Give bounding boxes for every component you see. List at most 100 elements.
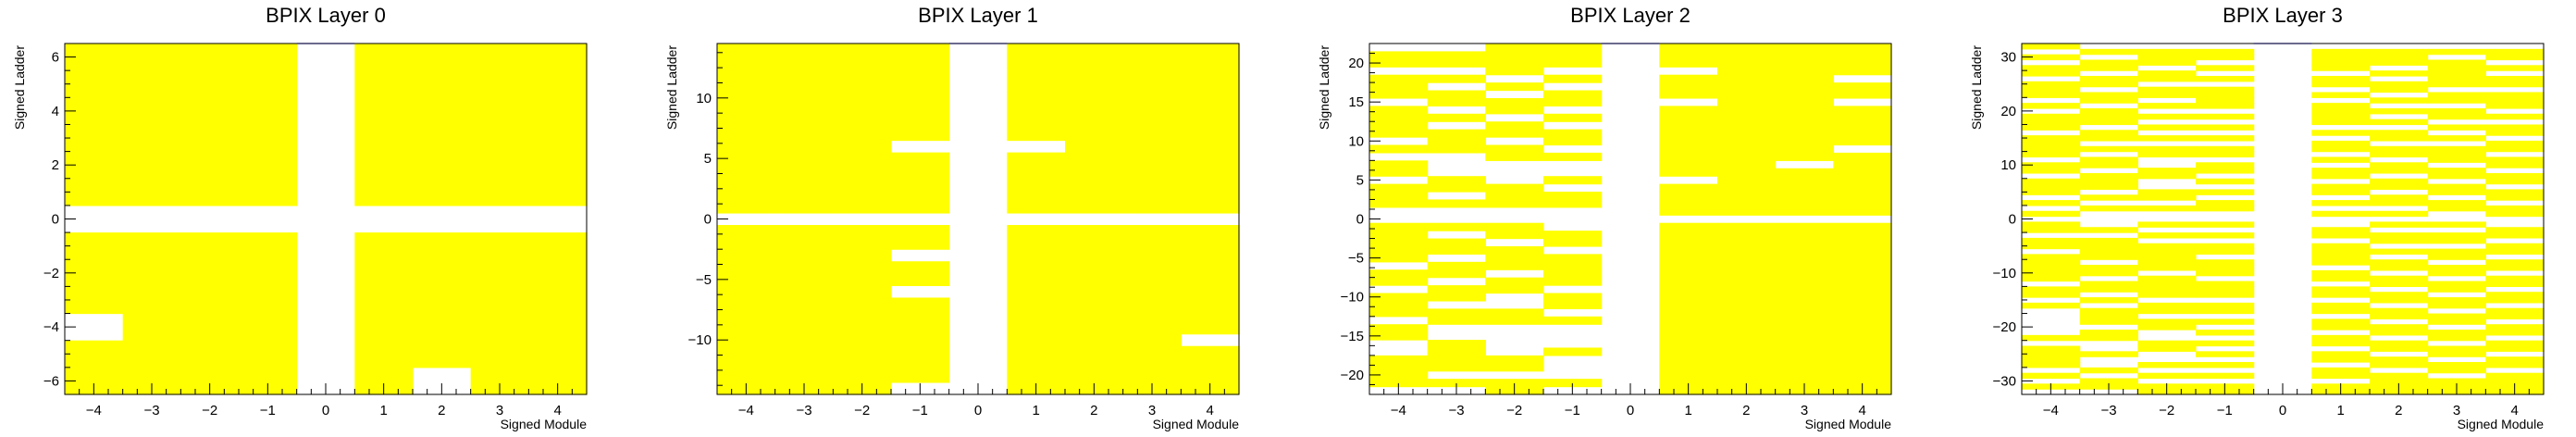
heatmap-cell bbox=[354, 178, 414, 206]
heatmap-cell bbox=[1181, 285, 1240, 299]
x-tick-label: −3 bbox=[143, 403, 159, 418]
heatmap-cell bbox=[717, 297, 776, 311]
heatmap-cell bbox=[891, 116, 950, 130]
heatmap-cell bbox=[2022, 254, 2081, 260]
heatmap-cell bbox=[1833, 245, 1892, 255]
heatmap-cell bbox=[65, 70, 124, 98]
heatmap-cell bbox=[1543, 51, 1603, 60]
heatmap-cell bbox=[2311, 227, 2371, 233]
heatmap-cell bbox=[2427, 351, 2486, 357]
heatmap-cell bbox=[1659, 340, 1718, 349]
heatmap-cell bbox=[1181, 176, 1240, 190]
heatmap-cell bbox=[717, 116, 776, 130]
heatmap-cell bbox=[528, 70, 588, 98]
heatmap-cell bbox=[717, 369, 776, 383]
heatmap-cell bbox=[1543, 316, 1603, 325]
heatmap-cell bbox=[717, 357, 776, 371]
heatmap-cell bbox=[1659, 58, 1718, 68]
heatmap-cell bbox=[1717, 324, 1777, 333]
heatmap-cell bbox=[774, 297, 834, 311]
heatmap-cell bbox=[1007, 309, 1066, 323]
heatmap-cell bbox=[2311, 275, 2371, 282]
heatmap-cell bbox=[122, 151, 181, 180]
heatmap-cell bbox=[2137, 232, 2197, 239]
heatmap-cell bbox=[774, 80, 834, 93]
heatmap-cell bbox=[833, 128, 892, 142]
heatmap-cell bbox=[2137, 340, 2197, 347]
heatmap-cell bbox=[2370, 324, 2429, 331]
heatmap-cell bbox=[717, 345, 776, 359]
heatmap-cell bbox=[1833, 176, 1892, 185]
heatmap-cell bbox=[2079, 265, 2138, 271]
heatmap-cell bbox=[1833, 222, 1892, 231]
y-tick-label: 0 bbox=[52, 212, 59, 228]
heatmap-cell bbox=[833, 261, 892, 274]
heatmap-cell bbox=[1717, 222, 1777, 231]
heatmap-cell bbox=[2311, 254, 2371, 260]
heatmap-cell bbox=[1717, 168, 1777, 177]
heatmap-cell bbox=[2079, 227, 2138, 233]
heatmap-cell bbox=[2137, 86, 2197, 94]
heatmap-cell bbox=[413, 124, 472, 153]
y-tick-label: −10 bbox=[688, 332, 712, 348]
heatmap-cell bbox=[2022, 189, 2081, 195]
heatmap-cell bbox=[1485, 277, 1544, 286]
heatmap-cell bbox=[2137, 265, 2197, 271]
heatmap-cell bbox=[1833, 277, 1892, 286]
heatmap-cell bbox=[774, 56, 834, 69]
x-tick-label: 4 bbox=[2510, 403, 2518, 418]
heatmap-cell bbox=[1065, 200, 1124, 214]
heatmap-cell bbox=[1369, 51, 1429, 60]
heatmap-cell bbox=[1065, 56, 1124, 69]
heatmap-cell bbox=[2485, 265, 2545, 271]
heatmap-cell bbox=[2485, 205, 2545, 212]
heatmap-cell bbox=[354, 340, 414, 368]
heatmap-cell bbox=[1122, 128, 1182, 142]
y-tick-label: 20 bbox=[2000, 104, 2016, 119]
heatmap-cell bbox=[2427, 281, 2486, 287]
heatmap-cell bbox=[2022, 345, 2081, 352]
heatmap-cell bbox=[528, 259, 588, 287]
heatmap-cell bbox=[2485, 259, 2545, 266]
heatmap-cell bbox=[833, 200, 892, 214]
heatmap-cell bbox=[1833, 152, 1892, 161]
heatmap-cell bbox=[1485, 58, 1544, 68]
heatmap-cell bbox=[774, 68, 834, 81]
x-tick-label: 3 bbox=[1801, 403, 1808, 418]
heatmap-cell bbox=[1007, 200, 1066, 214]
chart-title: BPIX Layer 3 bbox=[2223, 4, 2343, 27]
heatmap-cell bbox=[2485, 81, 2545, 88]
x-tick-label: 1 bbox=[1032, 403, 1039, 418]
heatmap-cell bbox=[891, 56, 950, 69]
heatmap-cell bbox=[1369, 222, 1429, 231]
y-tick-label: −20 bbox=[1341, 368, 1364, 383]
heatmap-cell bbox=[2022, 140, 2081, 147]
heatmap-cell bbox=[2485, 145, 2545, 153]
heatmap-cell bbox=[1065, 80, 1124, 93]
heatmap-cell bbox=[1485, 144, 1544, 154]
x-tick-label: 2 bbox=[1742, 403, 1750, 418]
heatmap-cell bbox=[2427, 318, 2486, 325]
heatmap-cell bbox=[2311, 259, 2371, 266]
heatmap-cell bbox=[1122, 297, 1182, 311]
heatmap-cell bbox=[528, 286, 588, 315]
y-tick-label: −2 bbox=[43, 266, 59, 281]
heatmap-cell bbox=[1369, 192, 1429, 201]
heatmap-cell bbox=[891, 80, 950, 93]
heatmap-cell bbox=[122, 178, 181, 206]
heatmap-cell bbox=[1007, 321, 1066, 335]
heatmap-cell bbox=[1717, 58, 1777, 68]
heatmap-cell bbox=[774, 237, 834, 250]
heatmap-cell bbox=[1543, 300, 1603, 309]
heatmap-cell bbox=[1007, 176, 1066, 190]
heatmap-cell bbox=[2137, 243, 2197, 250]
heatmap-cell bbox=[1065, 369, 1124, 383]
heatmap-cell bbox=[1775, 285, 1834, 294]
heatmap-cell bbox=[2427, 313, 2486, 319]
heatmap-cell bbox=[2427, 232, 2486, 239]
heatmap-cell bbox=[1833, 355, 1892, 364]
heatmap-cell bbox=[2311, 145, 2371, 153]
heatmap-cell bbox=[1833, 137, 1892, 146]
heatmap-cell bbox=[833, 321, 892, 335]
